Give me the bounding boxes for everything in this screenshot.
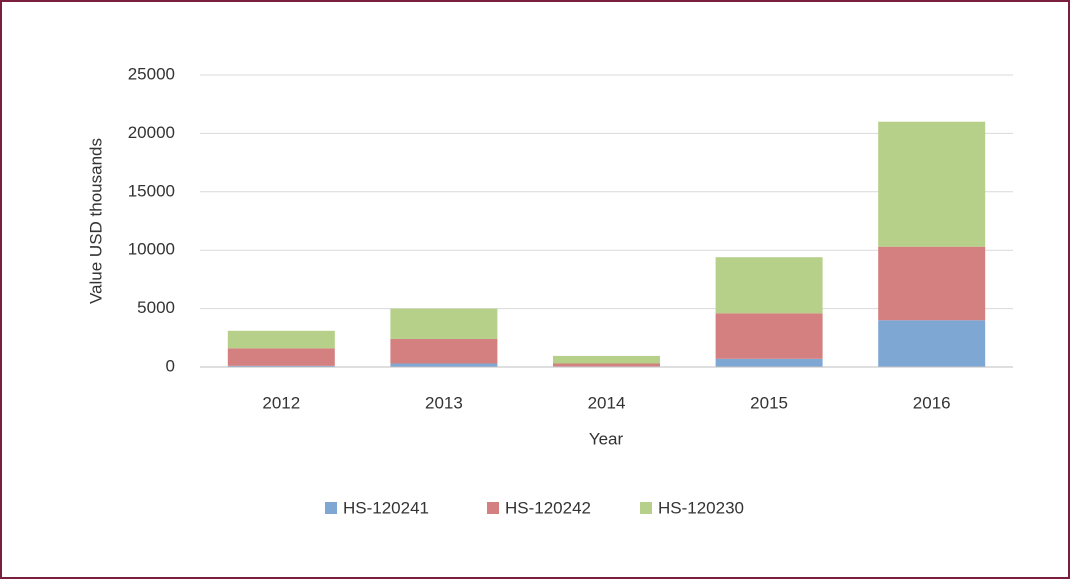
- y-tick-label: 5000: [137, 298, 175, 317]
- bar-segment: [390, 308, 498, 339]
- y-tick-label: 10000: [128, 240, 175, 259]
- bar-segment: [715, 257, 823, 314]
- y-tick-label: 0: [166, 356, 175, 375]
- legend-swatch: [487, 502, 499, 514]
- x-tick-label: 2014: [588, 393, 626, 412]
- y-tick-label: 25000: [128, 64, 175, 83]
- x-tick-label: 2013: [425, 393, 463, 412]
- legend-label: HS-120230: [658, 498, 744, 517]
- x-tick-label: 2012: [262, 393, 300, 412]
- y-tick-label: 15000: [128, 181, 175, 200]
- x-tick-label: 2016: [913, 393, 951, 412]
- y-tick-label: 20000: [128, 123, 175, 142]
- bar-segment: [390, 338, 498, 364]
- bar-segment: [878, 320, 986, 367]
- bar-segment: [227, 330, 335, 349]
- x-axis-title: Year: [589, 429, 624, 448]
- legend-swatch: [640, 502, 652, 514]
- bar-segment: [715, 313, 823, 359]
- bar-segment: [227, 365, 335, 367]
- legend-swatch: [325, 502, 337, 514]
- bar-segment: [227, 348, 335, 366]
- bar-segment: [390, 363, 498, 367]
- bar-segment: [878, 121, 986, 247]
- bar-segment: [715, 358, 823, 367]
- x-tick-label: 2015: [750, 393, 788, 412]
- bar-segment: [553, 355, 660, 364]
- bar-segment: [553, 363, 660, 367]
- legend-label: HS-120241: [343, 498, 429, 517]
- legend-label: HS-120242: [505, 498, 591, 517]
- bar-segment: [878, 246, 986, 321]
- y-axis-title: Value USD thousands: [86, 138, 105, 304]
